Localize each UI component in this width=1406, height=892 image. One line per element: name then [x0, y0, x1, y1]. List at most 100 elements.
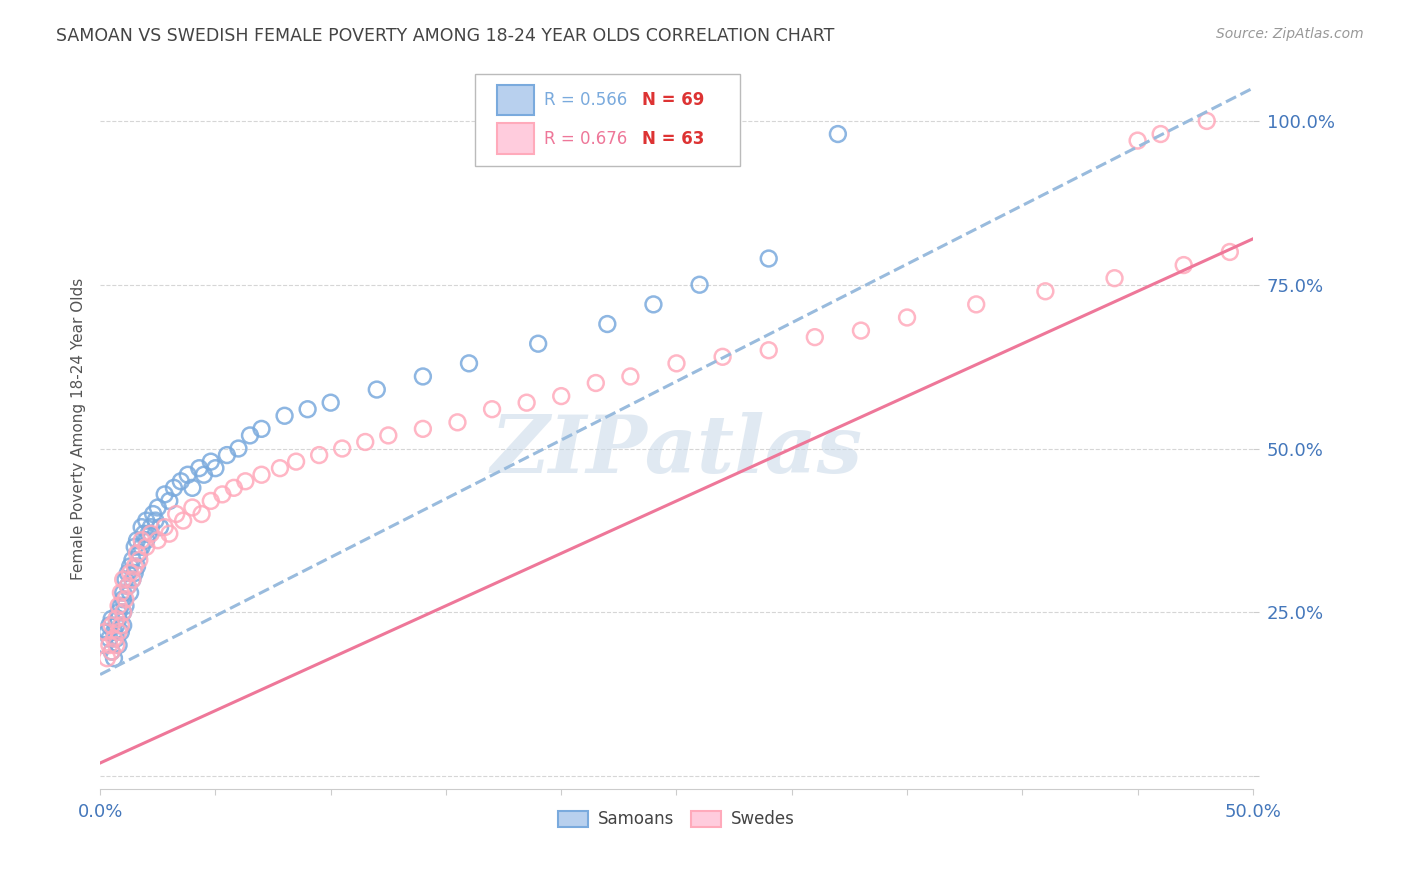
- Point: [103, 651, 125, 665]
- Point: [354, 434, 377, 449]
- Point: [758, 343, 780, 358]
- Point: [849, 324, 872, 338]
- Point: [896, 310, 918, 325]
- Point: [146, 500, 169, 515]
- Point: [107, 638, 129, 652]
- Point: [112, 592, 135, 607]
- Text: ZIPatlas: ZIPatlas: [491, 412, 862, 489]
- Point: [157, 494, 180, 508]
- Point: [190, 507, 212, 521]
- Point: [239, 428, 262, 442]
- Text: Source: ZipAtlas.com: Source: ZipAtlas.com: [1216, 27, 1364, 41]
- Point: [285, 455, 308, 469]
- Point: [711, 350, 734, 364]
- Point: [132, 526, 155, 541]
- Point: [96, 651, 118, 665]
- Point: [222, 481, 245, 495]
- Point: [585, 376, 607, 390]
- Point: [100, 645, 122, 659]
- Y-axis label: Female Poverty Among 18-24 Year Olds: Female Poverty Among 18-24 Year Olds: [72, 277, 86, 580]
- Point: [124, 566, 146, 580]
- Point: [153, 520, 176, 534]
- Point: [319, 395, 342, 409]
- Point: [458, 356, 481, 370]
- Point: [446, 415, 468, 429]
- Point: [273, 409, 295, 423]
- Point: [188, 461, 211, 475]
- Point: [211, 487, 233, 501]
- Point: [172, 514, 194, 528]
- Point: [114, 592, 136, 607]
- Point: [125, 559, 148, 574]
- Point: [93, 624, 115, 639]
- Point: [228, 442, 250, 456]
- Point: [165, 507, 187, 521]
- Point: [98, 632, 121, 646]
- Point: [181, 500, 204, 515]
- Point: [965, 297, 987, 311]
- Point: [120, 566, 142, 580]
- Point: [135, 514, 157, 528]
- Point: [110, 585, 132, 599]
- Point: [758, 252, 780, 266]
- Point: [1035, 285, 1057, 299]
- Point: [120, 585, 142, 599]
- Point: [112, 605, 135, 619]
- Point: [117, 566, 139, 580]
- Point: [308, 448, 330, 462]
- Point: [96, 624, 118, 639]
- Point: [100, 645, 122, 659]
- Point: [105, 612, 128, 626]
- Point: [105, 638, 128, 652]
- Point: [170, 475, 193, 489]
- Point: [98, 618, 121, 632]
- Point: [330, 442, 353, 456]
- Point: [124, 559, 146, 574]
- Point: [1173, 258, 1195, 272]
- Text: N = 69: N = 69: [643, 91, 704, 109]
- Point: [200, 455, 222, 469]
- Point: [235, 475, 257, 489]
- Point: [114, 573, 136, 587]
- Point: [100, 612, 122, 626]
- Point: [200, 494, 222, 508]
- Point: [114, 599, 136, 613]
- Point: [250, 467, 273, 482]
- Point: [107, 624, 129, 639]
- Point: [366, 383, 388, 397]
- Point: [105, 632, 128, 646]
- Point: [112, 605, 135, 619]
- Point: [1219, 244, 1241, 259]
- Point: [689, 277, 711, 292]
- Point: [377, 428, 399, 442]
- Point: [297, 402, 319, 417]
- Point: [163, 481, 186, 495]
- Point: [643, 297, 665, 311]
- Point: [112, 585, 135, 599]
- Point: [139, 526, 162, 541]
- Point: [250, 422, 273, 436]
- Point: [103, 624, 125, 639]
- Point: [131, 520, 153, 534]
- Point: [110, 618, 132, 632]
- Point: [193, 467, 215, 482]
- Point: [107, 605, 129, 619]
- Point: [131, 533, 153, 548]
- Point: [110, 624, 132, 639]
- Point: [117, 579, 139, 593]
- Point: [110, 599, 132, 613]
- Point: [138, 526, 160, 541]
- Point: [117, 579, 139, 593]
- Point: [131, 540, 153, 554]
- Point: [128, 553, 150, 567]
- Point: [112, 573, 135, 587]
- Point: [135, 533, 157, 548]
- Point: [619, 369, 641, 384]
- FancyBboxPatch shape: [496, 85, 533, 115]
- Point: [121, 553, 143, 567]
- Legend: Samoans, Swedes: Samoans, Swedes: [551, 804, 801, 835]
- Point: [516, 395, 538, 409]
- Point: [181, 481, 204, 495]
- Point: [1149, 127, 1171, 141]
- Text: R = 0.676: R = 0.676: [544, 130, 627, 148]
